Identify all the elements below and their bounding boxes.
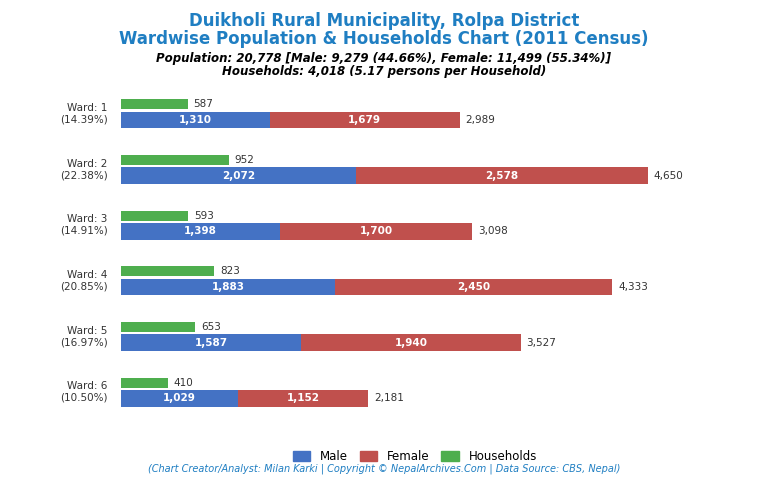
Text: 3,527: 3,527 (527, 338, 557, 348)
Text: 653: 653 (200, 322, 220, 332)
Text: 2,989: 2,989 (465, 115, 495, 125)
Bar (121, 167, 356, 184)
Text: Ward: 1
(14.39%): Ward: 1 (14.39%) (60, 103, 108, 125)
Bar (121, 334, 301, 351)
Text: (Chart Creator/Analyst: Milan Karki | Copyright © NepalArchives.Com | Data Sourc: (Chart Creator/Analyst: Milan Karki | Co… (147, 464, 621, 474)
Text: Ward: 6
(10.50%): Ward: 6 (10.50%) (60, 382, 108, 403)
Text: Ward: 5
(16.97%): Ward: 5 (16.97%) (60, 326, 108, 347)
Bar (121, 111, 270, 128)
Text: 3,098: 3,098 (478, 226, 508, 236)
Text: 1,700: 1,700 (359, 226, 392, 236)
Text: 1,940: 1,940 (395, 338, 428, 348)
Text: 2,450: 2,450 (457, 282, 490, 292)
Text: 1,398: 1,398 (184, 226, 217, 236)
Bar (356, 167, 648, 184)
Text: 1,587: 1,587 (194, 338, 227, 348)
Text: 1,029: 1,029 (163, 393, 196, 403)
Text: 1,152: 1,152 (286, 393, 319, 403)
Text: 410: 410 (174, 378, 193, 387)
Text: 1,679: 1,679 (348, 115, 381, 125)
Text: 587: 587 (194, 100, 214, 109)
Bar (121, 378, 167, 387)
Bar (121, 223, 280, 240)
Bar (238, 390, 369, 407)
Bar (121, 266, 214, 277)
Text: Ward: 4
(20.85%): Ward: 4 (20.85%) (60, 270, 108, 292)
Bar (121, 100, 187, 109)
Text: Households: 4,018 (5.17 persons per Household): Households: 4,018 (5.17 persons per Hous… (222, 65, 546, 78)
Legend: Male, Female, Households: Male, Female, Households (288, 446, 541, 468)
Text: 823: 823 (220, 266, 240, 277)
Bar (301, 334, 521, 351)
Text: 2,072: 2,072 (222, 171, 255, 180)
Bar (121, 390, 238, 407)
Bar (280, 223, 472, 240)
Text: 1,310: 1,310 (179, 115, 212, 125)
Text: 2,181: 2,181 (374, 393, 404, 403)
Text: Ward: 2
(22.38%): Ward: 2 (22.38%) (60, 159, 108, 180)
Bar (121, 322, 195, 332)
Bar (121, 155, 229, 165)
Text: Wardwise Population & Households Chart (2011 Census): Wardwise Population & Households Chart (… (119, 30, 649, 48)
Text: 4,333: 4,333 (618, 282, 648, 292)
Text: Population: 20,778 [Male: 9,279 (44.66%), Female: 11,499 (55.34%)]: Population: 20,778 [Male: 9,279 (44.66%)… (157, 52, 611, 65)
Bar (121, 211, 188, 221)
Text: 593: 593 (194, 211, 214, 221)
Text: Duikholi Rural Municipality, Rolpa District: Duikholi Rural Municipality, Rolpa Distr… (189, 12, 579, 31)
Text: 952: 952 (235, 155, 254, 165)
Text: 2,578: 2,578 (485, 171, 518, 180)
Bar (121, 279, 335, 295)
Bar (335, 279, 612, 295)
Bar (270, 111, 460, 128)
Text: Ward: 3
(14.91%): Ward: 3 (14.91%) (60, 214, 108, 236)
Text: 1,883: 1,883 (211, 282, 244, 292)
Text: 4,650: 4,650 (654, 171, 684, 180)
